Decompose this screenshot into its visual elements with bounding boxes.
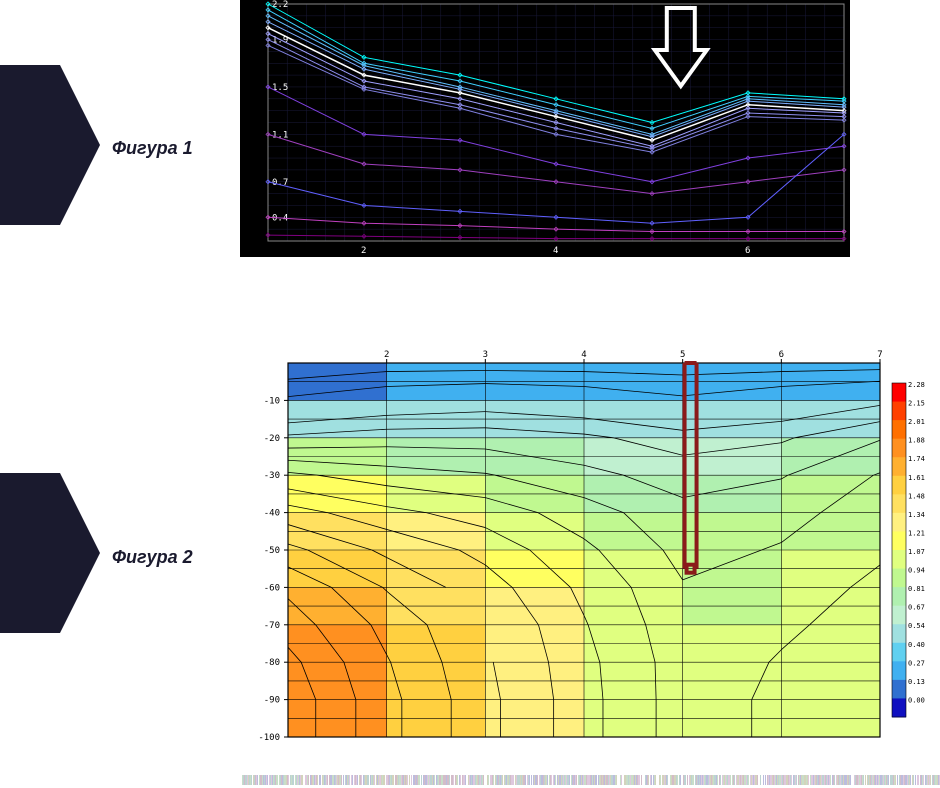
svg-text:0.94: 0.94 xyxy=(908,567,925,575)
pointer-shape-2 xyxy=(0,473,100,633)
svg-text:2.28: 2.28 xyxy=(908,381,925,389)
svg-text:1.61: 1.61 xyxy=(908,474,925,482)
svg-text:0.40: 0.40 xyxy=(908,641,925,649)
svg-text:2.01: 2.01 xyxy=(908,418,925,426)
svg-text:-70: -70 xyxy=(264,621,280,631)
svg-text:6: 6 xyxy=(779,350,784,360)
svg-text:2: 2 xyxy=(384,350,389,360)
svg-text:0.67: 0.67 xyxy=(908,604,925,612)
figure-2-label: Фигура 2 xyxy=(112,547,193,568)
svg-text:4: 4 xyxy=(581,350,586,360)
svg-text:-90: -90 xyxy=(264,696,280,706)
svg-text:4: 4 xyxy=(553,246,558,256)
svg-text:3: 3 xyxy=(483,350,488,360)
svg-text:0.54: 0.54 xyxy=(908,622,925,630)
svg-text:-40: -40 xyxy=(264,509,280,519)
svg-text:-80: -80 xyxy=(264,658,280,668)
svg-text:0.00: 0.00 xyxy=(908,696,925,704)
svg-text:-50: -50 xyxy=(264,546,280,556)
svg-text:6: 6 xyxy=(745,246,750,256)
svg-text:1.21: 1.21 xyxy=(908,529,925,537)
svg-text:-100: -100 xyxy=(258,733,280,743)
svg-text:5: 5 xyxy=(680,350,685,360)
svg-text:-60: -60 xyxy=(264,583,280,593)
svg-text:2: 2 xyxy=(361,246,366,256)
svg-text:0.27: 0.27 xyxy=(908,659,925,667)
svg-text:1.48: 1.48 xyxy=(908,492,925,500)
svg-text:1.34: 1.34 xyxy=(908,511,925,519)
svg-text:-10: -10 xyxy=(264,396,280,406)
noise-strip xyxy=(240,775,940,785)
svg-text:-30: -30 xyxy=(264,471,280,481)
heatmap-chart: -10 -20 -30 -40 -50 -60 -70 -80 -90 -100 2 3 4 5 6 7 2.2… xyxy=(240,345,940,745)
svg-text:1.74: 1.74 xyxy=(908,455,925,463)
svg-text:7: 7 xyxy=(877,350,882,360)
svg-text:1.5: 1.5 xyxy=(272,83,288,93)
svg-text:1.1: 1.1 xyxy=(272,130,288,140)
svg-text:0.81: 0.81 xyxy=(908,585,925,593)
figure-1-label: Фигура 1 xyxy=(112,138,193,159)
svg-text:1.88: 1.88 xyxy=(908,437,925,445)
line-chart: 0.40.71.11.51.92.2246 xyxy=(240,0,850,257)
svg-text:2.15: 2.15 xyxy=(908,400,925,408)
svg-text:2.2: 2.2 xyxy=(272,0,288,10)
svg-text:1.07: 1.07 xyxy=(908,548,925,556)
pointer-shape-1 xyxy=(0,65,100,225)
svg-text:0.13: 0.13 xyxy=(908,678,925,686)
svg-text:-20: -20 xyxy=(264,434,280,444)
